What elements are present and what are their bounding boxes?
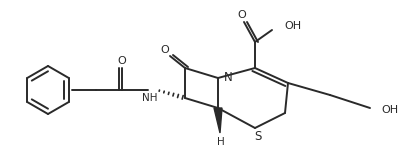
Text: O: O (118, 56, 126, 66)
Text: H: H (217, 137, 225, 147)
Text: S: S (254, 130, 262, 143)
Text: OH: OH (284, 21, 301, 31)
Text: O: O (161, 45, 169, 55)
Text: NH: NH (142, 93, 158, 103)
Text: OH: OH (381, 105, 398, 115)
Text: N: N (224, 70, 233, 84)
Polygon shape (214, 108, 222, 133)
Text: O: O (238, 10, 246, 20)
